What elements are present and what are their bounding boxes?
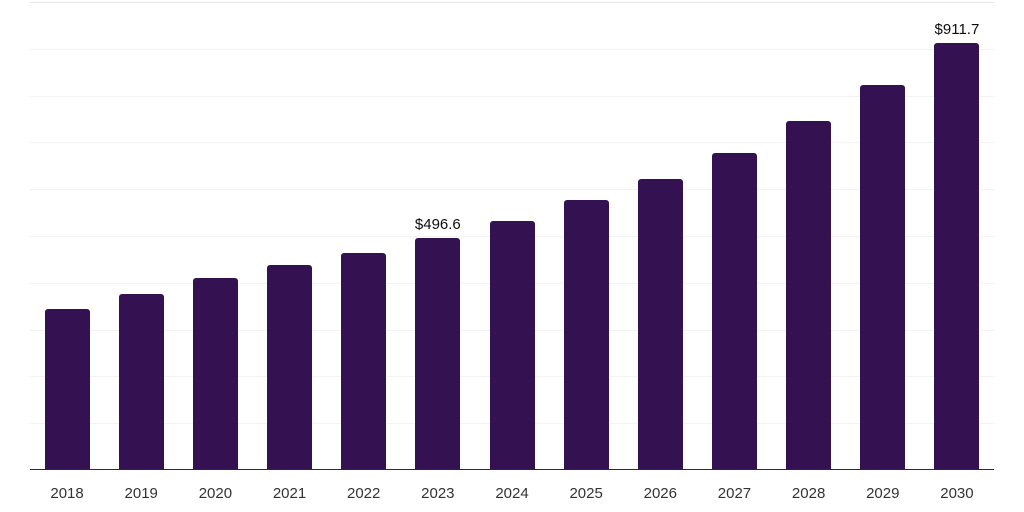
value-label-2023: $496.6 bbox=[414, 215, 461, 233]
tick-label-2018: 2018 bbox=[50, 485, 84, 502]
tick-label-2020: 2020 bbox=[198, 485, 233, 502]
bar-2030 bbox=[934, 43, 980, 470]
bar-2027 bbox=[711, 152, 757, 470]
bar-2018 bbox=[44, 308, 90, 470]
tick-label-2028: 2028 bbox=[791, 485, 826, 502]
gridline-1000 bbox=[30, 2, 994, 3]
tick-label-2027: 2027 bbox=[717, 485, 752, 502]
bar-2029 bbox=[860, 84, 906, 470]
value-label-2030: $911.7 bbox=[934, 21, 980, 39]
bar-2023 bbox=[415, 237, 461, 470]
bar-2028 bbox=[786, 121, 832, 470]
tick-label-2025: 2025 bbox=[569, 485, 603, 502]
tick-label-2029: 2029 bbox=[866, 485, 900, 502]
tick-label-2030: 2030 bbox=[940, 485, 974, 502]
bar-2025 bbox=[563, 200, 609, 470]
plot-area bbox=[30, 2, 994, 470]
tick-label-2021: 2021 bbox=[272, 485, 307, 502]
gridline-600 bbox=[30, 189, 994, 191]
bar-2021 bbox=[267, 265, 313, 470]
tick-label-2022: 2022 bbox=[347, 485, 381, 502]
tick-label-2019: 2019 bbox=[124, 485, 158, 502]
bar-2022 bbox=[341, 253, 387, 470]
bar-2024 bbox=[489, 220, 535, 470]
tick-label-2024: 2024 bbox=[495, 485, 529, 502]
x-axis-line bbox=[30, 469, 994, 470]
bar-2019 bbox=[118, 293, 164, 470]
bar-2026 bbox=[637, 178, 683, 470]
gridline-800 bbox=[30, 95, 994, 97]
gridline-700 bbox=[30, 142, 994, 144]
tick-label-2023: 2023 bbox=[421, 485, 455, 502]
bar-2020 bbox=[192, 277, 238, 470]
gridline-900 bbox=[30, 48, 994, 50]
tick-label-2026: 2026 bbox=[643, 485, 677, 502]
